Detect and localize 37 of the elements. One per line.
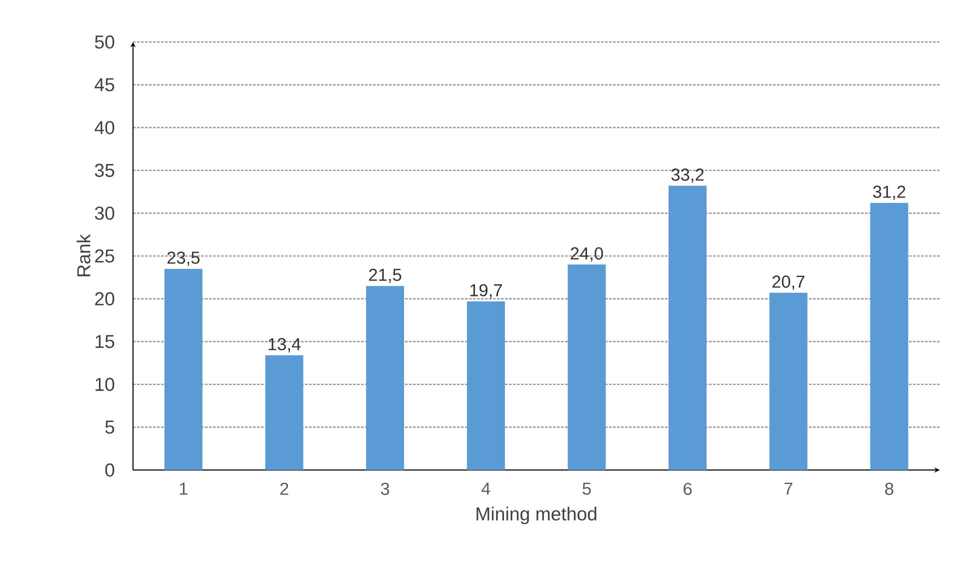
bar bbox=[466, 301, 505, 470]
x-tick-label: 8 bbox=[885, 482, 894, 495]
bar bbox=[668, 186, 707, 470]
y-tick-label: 35 bbox=[94, 164, 114, 178]
data-label: 23,5 bbox=[167, 252, 200, 266]
bar bbox=[265, 355, 304, 470]
x-tick-label: 4 bbox=[481, 482, 490, 495]
x-tick-label: 3 bbox=[380, 482, 390, 495]
bar bbox=[769, 292, 808, 470]
data-label: 24,0 bbox=[570, 247, 603, 262]
y-tick-label: 0 bbox=[105, 463, 114, 477]
y-tick-label: 25 bbox=[95, 249, 114, 263]
y-tick-label: 45 bbox=[94, 78, 114, 92]
data-label: 21,5 bbox=[369, 268, 402, 284]
bar bbox=[164, 268, 202, 470]
bar bbox=[366, 286, 404, 470]
data-label: 31,2 bbox=[873, 186, 906, 200]
x-tick-label: 7 bbox=[784, 482, 792, 495]
data-label: 13,4 bbox=[268, 338, 301, 352]
y-tick-label: 15 bbox=[96, 335, 114, 348]
x-tick-label: 1 bbox=[180, 482, 188, 495]
data-label: 20,7 bbox=[772, 276, 804, 290]
y-tick-label: 10 bbox=[96, 378, 114, 391]
y-tick-label: 5 bbox=[105, 420, 114, 434]
y-tick-label: 30 bbox=[94, 206, 114, 220]
data-label: 33,2 bbox=[671, 168, 704, 183]
x-tick-label: 6 bbox=[684, 482, 692, 495]
y-tick-label: 20 bbox=[95, 292, 114, 306]
bar bbox=[568, 264, 606, 470]
x-axis-title: Mining method bbox=[476, 506, 596, 524]
bar bbox=[870, 202, 908, 470]
y-tick-label: 50 bbox=[94, 35, 114, 49]
y-tick-label: 40 bbox=[94, 120, 114, 134]
y-axis-title: Rank bbox=[76, 234, 90, 276]
data-label: 19,7 bbox=[470, 284, 502, 298]
x-tick-label: 5 bbox=[582, 482, 591, 495]
x-tick-label: 2 bbox=[280, 482, 288, 495]
